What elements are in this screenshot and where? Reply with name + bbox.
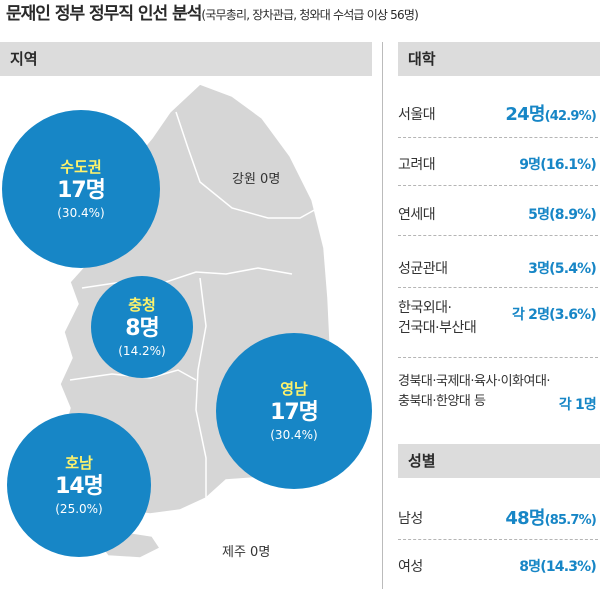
gender-label: 남성 <box>398 511 423 527</box>
page-title: 문재인 정부 정무직 인선 분석(국무총리, 장차관급, 청와대 수석급 이상 … <box>6 0 419 28</box>
university-row: 경북대·국제대·육사·이화여대· 충북대·한양대 등 각 1명 <box>398 358 598 432</box>
university-label: 고려대 <box>398 157 436 173</box>
university-label: 경북대·국제대·육사·이화여대· 충북대·한양대 등 <box>398 372 551 412</box>
university-value: 각 1명 <box>558 394 597 414</box>
university-label-line1: 한국외대· <box>398 300 452 316</box>
region-header: 지역 <box>0 42 372 76</box>
university-label-line1: 경북대·국제대·육사·이화여대· <box>398 374 551 389</box>
university-label: 성균관대 <box>398 261 448 277</box>
map-border-gangwon <box>175 111 319 219</box>
gender-header: 성별 <box>398 444 600 478</box>
university-count: 3명 <box>528 261 550 277</box>
gender-percent: (85.7%) <box>544 513 597 528</box>
university-count: 각 2명 <box>511 307 550 323</box>
university-value: 각 2명(3.6%) <box>511 304 597 324</box>
university-row: 성균관대 3명(5.4%) <box>398 236 598 288</box>
university-value: 24명(42.9%) <box>505 100 596 126</box>
region-name: 충청 <box>128 296 156 314</box>
gender-count: 48명 <box>505 508 545 529</box>
gender-row: 남성 48명(85.7%) <box>398 490 598 540</box>
gender-value: 8명(14.3%) <box>519 556 597 576</box>
map-border-honam <box>69 369 197 381</box>
university-label: 연세대 <box>398 207 436 223</box>
map-border-yeongnam <box>195 277 207 498</box>
region-percent: (14.2%) <box>118 344 166 358</box>
bubble-yeongnam: 영남 17명 (30.4%) <box>216 333 372 489</box>
university-label-line2: 충북대·한양대 등 <box>398 394 486 409</box>
university-value: 9명(16.1%) <box>519 154 597 174</box>
panel-divider <box>382 42 383 589</box>
university-value: 5명(8.9%) <box>528 204 597 224</box>
label-jeju: 제주 0명 <box>222 545 271 560</box>
bubble-sudogwon: 수도권 17명 (30.4%) <box>2 110 160 268</box>
region-header-label: 지역 <box>10 50 38 68</box>
region-percent: (25.0%) <box>55 502 103 516</box>
university-count: 24명 <box>505 104 545 125</box>
bubble-honam: 호남 14명 (25.0%) <box>7 413 151 557</box>
region-percent: (30.4%) <box>57 206 105 220</box>
university-percent: (42.9%) <box>544 109 597 124</box>
university-percent: (8.9%) <box>549 207 597 223</box>
university-header: 대학 <box>398 42 600 76</box>
title-main: 문재인 정부 정무직 인선 분석 <box>6 4 202 24</box>
university-row: 연세대 5명(8.9%) <box>398 186 598 236</box>
gender-count: 8명 <box>519 559 541 575</box>
gender-row: 여성 8명(14.3%) <box>398 540 598 589</box>
gender-header-label: 성별 <box>408 452 436 470</box>
gender-value: 48명(85.7%) <box>505 504 596 530</box>
gender-percent: (14.3%) <box>540 559 597 575</box>
university-header-label: 대학 <box>408 50 436 68</box>
region-count: 17명 <box>57 178 106 203</box>
university-count: 5명 <box>528 207 550 223</box>
university-percent: (16.1%) <box>540 157 597 173</box>
university-count: 각 1명 <box>558 397 597 413</box>
bubble-chungcheong: 충청 8명 (14.2%) <box>91 276 193 378</box>
university-value: 3명(5.4%) <box>528 258 597 278</box>
region-name: 영남 <box>280 380 308 398</box>
university-row: 고려대 9명(16.1%) <box>398 138 598 186</box>
university-label: 서울대 <box>398 107 436 123</box>
university-row: 한국외대· 건국대·부산대 각 2명(3.6%) <box>398 288 598 358</box>
university-label: 한국외대· 건국대·부산대 <box>398 298 477 338</box>
region-name: 호남 <box>65 454 93 472</box>
university-percent: (3.6%) <box>549 307 597 323</box>
label-gangwon: 강원 0명 <box>232 172 281 187</box>
region-count: 14명 <box>55 474 104 499</box>
university-label-line2: 건국대·부산대 <box>398 320 477 336</box>
university-count: 9명 <box>519 157 541 173</box>
university-row: 서울대 24명(42.9%) <box>398 90 598 138</box>
university-percent: (5.4%) <box>549 261 597 277</box>
title-subtitle: (국무총리, 장차관급, 청와대 수석급 이상 56명) <box>201 8 418 22</box>
region-name: 수도권 <box>60 158 102 176</box>
region-count: 8명 <box>125 316 160 341</box>
region-count: 17명 <box>270 400 319 425</box>
region-percent: (30.4%) <box>270 428 318 442</box>
gender-label: 여성 <box>398 559 423 575</box>
